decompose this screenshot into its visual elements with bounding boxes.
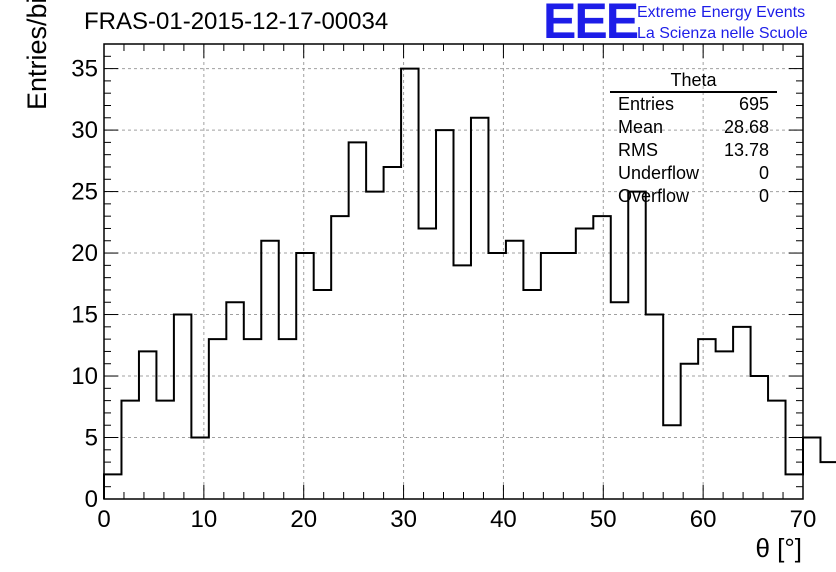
x-tick-label: 70 — [790, 506, 817, 533]
histogram-bin — [384, 167, 401, 499]
x-tick-label: 0 — [97, 506, 110, 533]
histogram-bin — [471, 118, 488, 499]
histogram-bin — [716, 351, 733, 499]
histogram-bin — [244, 339, 261, 499]
x-tick-label: 60 — [690, 506, 717, 533]
y-axis-label-text: Entries/bin — [22, 0, 52, 110]
histogram-bin — [419, 228, 436, 499]
histogram-bin — [279, 339, 296, 499]
stats-row-overflow: Overflow 0 — [610, 185, 777, 208]
stats-label: RMS — [618, 140, 658, 160]
stats-value: 0 — [758, 163, 769, 183]
stats-value: 695 — [738, 94, 769, 114]
histogram-bin — [628, 192, 645, 499]
stats-box: Theta Entries 695 Mean 28.68 RMS 13.78 U… — [610, 70, 777, 208]
histogram-bin — [681, 364, 698, 499]
stats-value: 13.78 — [723, 140, 769, 160]
histogram-bin — [523, 290, 540, 499]
histogram-bin — [488, 253, 505, 499]
histogram-bin — [611, 302, 628, 499]
histogram-bin — [751, 376, 768, 499]
y-tick-label: 30 — [71, 117, 98, 144]
stats-value: 28.68 — [723, 117, 769, 137]
histogram-bin — [576, 228, 593, 499]
stats-value: 0 — [758, 186, 769, 206]
stats-title: Theta — [610, 70, 777, 93]
histogram-bin — [803, 438, 820, 499]
x-tick-label: 20 — [290, 506, 317, 533]
x-tick-label: 50 — [590, 506, 617, 533]
y-tick-label: 15 — [71, 302, 98, 329]
histogram-bin — [121, 401, 138, 499]
stats-label: Underflow — [618, 163, 700, 183]
histogram-bin — [506, 241, 523, 499]
histogram-bin — [733, 327, 750, 499]
stats-label: Overflow — [618, 186, 690, 206]
histogram-bin — [314, 290, 331, 499]
y-tick-label: 25 — [71, 179, 98, 206]
histogram-bin — [436, 130, 453, 499]
histogram-bin — [156, 401, 173, 499]
x-tick-label: 40 — [490, 506, 517, 533]
histogram-bin — [226, 302, 243, 499]
histogram-bin — [261, 241, 278, 499]
histogram-bin — [174, 315, 191, 499]
histogram-bin — [558, 253, 575, 499]
y-tick-label: 10 — [71, 363, 98, 390]
y-tick-label: 5 — [85, 425, 98, 452]
stats-row-entries: Entries 695 — [610, 93, 777, 116]
stats-row-underflow: Underflow 0 — [610, 162, 777, 185]
plot-frame — [103, 43, 804, 500]
chart-title: FRAS-01-2015-12-17-00034 — [84, 8, 389, 35]
histogram-bin — [593, 216, 610, 499]
histogram-bin — [401, 69, 418, 499]
stats-row-rms: RMS 13.78 — [610, 139, 777, 162]
x-axis-label: θ [°] — [755, 533, 802, 563]
histogram-bin — [296, 253, 313, 499]
y-tick-label: 20 — [71, 240, 98, 267]
histogram-bin — [366, 192, 383, 499]
histogram-bin — [139, 351, 156, 499]
logo-text-line2: La Scienza nelle Scuole — [637, 25, 808, 42]
y-tick-label: 35 — [71, 56, 98, 83]
eee-logo-icon: EEE — [543, 0, 639, 49]
histogram-bin — [331, 216, 348, 499]
stats-row-mean: Mean 28.68 — [610, 116, 777, 139]
x-tick-label: 10 — [191, 506, 218, 533]
histogram-bin — [663, 425, 680, 499]
stats-label: Mean — [618, 117, 664, 137]
histogram-bin — [768, 401, 785, 499]
histogram-bin — [454, 265, 471, 499]
histogram-bin — [698, 339, 715, 499]
histogram-bin — [209, 339, 226, 499]
stats-label: Entries — [618, 94, 675, 114]
histogram-bin — [349, 142, 366, 499]
histogram-bin — [646, 315, 663, 499]
histogram-bin — [541, 253, 558, 499]
histogram-bin — [820, 462, 836, 499]
x-tick-label: 30 — [390, 506, 417, 533]
y-tick-label: 0 — [85, 486, 98, 513]
logo-text-line1: Extreme Energy Events — [637, 4, 806, 21]
histogram-bin — [191, 438, 208, 499]
